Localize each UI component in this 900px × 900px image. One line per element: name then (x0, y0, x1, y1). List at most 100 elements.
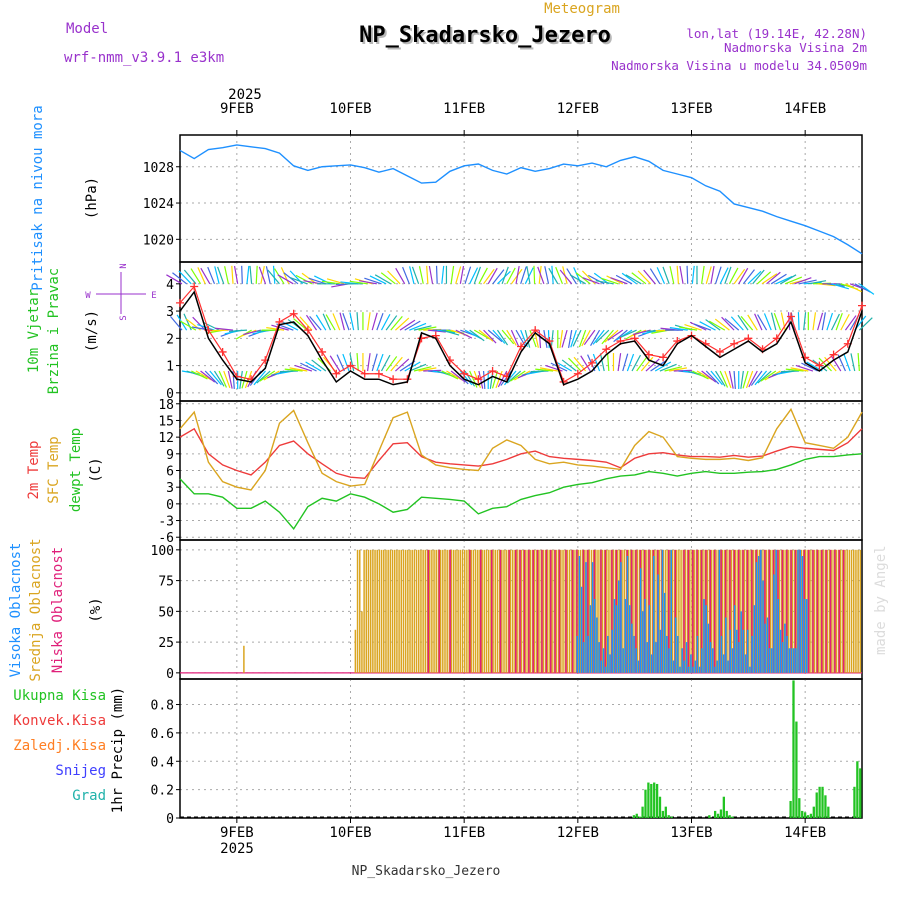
precip-total-bar (725, 810, 728, 818)
wind-arrow (450, 265, 455, 284)
wind-arrow (390, 356, 403, 372)
compass-west: W (85, 291, 91, 301)
wind-arrow (385, 315, 398, 331)
clouds-ytick-label: 100 (151, 544, 174, 559)
wind-station-line (179, 285, 863, 383)
wind-arrow (289, 367, 308, 372)
wind-ytick-label: 1 (166, 360, 174, 375)
wind-station-marker (659, 353, 668, 362)
wind-station-marker (715, 347, 724, 356)
wind-arrow (818, 357, 832, 372)
precip-total-bar (795, 721, 798, 818)
wind-arrow (559, 330, 564, 349)
wind-station-marker (786, 312, 795, 321)
wind-arrow (233, 265, 239, 284)
wind-arrow (595, 329, 610, 344)
wind-arrow (418, 326, 437, 331)
wind-arrow (592, 329, 605, 345)
wind-arrow (581, 329, 591, 347)
top-day-label: 9FEB (220, 101, 254, 117)
wind-ytick-label: 3 (166, 305, 174, 320)
wind-arrow (402, 266, 410, 285)
wind-arrow (455, 266, 462, 284)
wind-ylabel-line: Brzina i Pravac (46, 268, 62, 394)
wind-arrow (473, 329, 491, 340)
temperature-ytick-label: 18 (158, 398, 174, 413)
wind-arrow (686, 265, 689, 284)
wind-arrow (526, 265, 531, 284)
precip-total-bar (856, 761, 859, 818)
wind-arrow (844, 315, 857, 331)
wind-arrow (548, 267, 559, 285)
precip-ylabel: 1hr Precip (mm) (110, 687, 126, 813)
wind-arrow (745, 370, 754, 389)
bottom-day-label: 13FEB (670, 825, 712, 841)
wind-arrow (530, 370, 549, 373)
wind-arrow (715, 370, 726, 387)
wind-arrow (645, 358, 660, 372)
temperature-ylabel-line: (C) (88, 457, 104, 482)
wind-arrow (409, 266, 415, 284)
wind-arrow (733, 370, 736, 390)
wind-arrow (404, 320, 421, 331)
precip-total-bar (812, 806, 815, 818)
wind-station-marker (360, 369, 369, 378)
wind-arrow (227, 370, 233, 389)
precip-total-bar (644, 789, 647, 818)
wind-arrow (699, 321, 716, 331)
wind-arrow (606, 275, 624, 285)
clouds-ylabel-line: Visoka Oblacnost (8, 543, 24, 678)
wind-arrow (325, 314, 336, 331)
wind-arrow (662, 266, 670, 285)
wind-arrow (569, 274, 586, 285)
wind-arrow (748, 370, 758, 388)
wind-arrow (492, 329, 506, 344)
legend-snow: Snijeg (55, 763, 106, 779)
wind-arrow (469, 329, 485, 342)
precip-total-bar (647, 782, 650, 818)
wind-arrow (487, 329, 503, 343)
wind-arrow (705, 266, 712, 284)
footer-station-label: NP_Skadarsko_Jezero (352, 864, 501, 879)
wind-arrow (446, 370, 463, 381)
wind-arrow (588, 274, 605, 285)
legend-freezing-rain: Zaledj.Kisa (13, 738, 106, 754)
wind-arrow (784, 276, 803, 285)
wind-arrow (207, 266, 216, 285)
precip-total-bar (719, 809, 723, 818)
top-day-label: 11FEB (443, 101, 485, 117)
wind-arrow (595, 280, 614, 285)
wind-arrow (356, 353, 359, 372)
wind-station-marker (417, 334, 426, 343)
wind-arrow (191, 370, 208, 380)
precip-ytick-label: 0.6 (151, 727, 174, 742)
precip-total-bar (708, 815, 711, 818)
wind-arrow (850, 353, 856, 372)
wind-arrow (854, 283, 871, 293)
wind-station-marker (218, 347, 227, 356)
wind-arrow (669, 367, 687, 372)
wind-ylabel-line: (m/s) (84, 310, 100, 352)
top-day-label: 12FEB (557, 101, 599, 117)
temperature-ylabel: 2m Temp SFC Temp dewpt Temp (C) (26, 428, 104, 512)
wind-station-marker (332, 369, 341, 378)
wind-arrow (572, 329, 582, 347)
compass-rose: N S W E (85, 263, 156, 320)
wind-arrow (231, 265, 234, 284)
wind-arrow (190, 268, 202, 285)
temp-sfc-line (179, 407, 863, 491)
wind-arrow (192, 316, 206, 331)
wind-arrow (616, 329, 633, 341)
wind-arrow (619, 329, 637, 339)
precip-total-bar (731, 816, 734, 818)
precip-total-bar (792, 680, 795, 818)
wind-arrow (766, 271, 781, 285)
wind-arrow (742, 269, 755, 285)
precip-total-bar (635, 813, 638, 818)
wind-arrow (728, 267, 739, 285)
top-day-label: 10FEB (329, 101, 371, 117)
wind-arrow (380, 313, 391, 331)
wind-arrow (413, 325, 432, 331)
wind-arrow (200, 370, 216, 383)
wind-arrow (469, 370, 478, 388)
